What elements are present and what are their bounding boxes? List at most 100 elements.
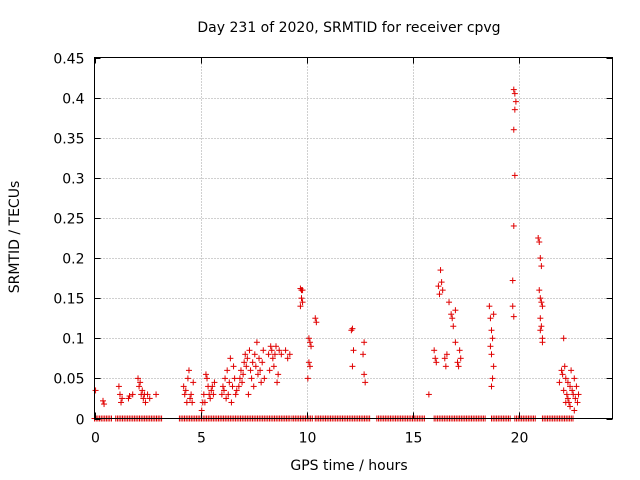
data-point: [486, 303, 493, 310]
x-tick-label: 10: [299, 431, 317, 447]
x-axis-label: GPS time / hours: [290, 458, 407, 474]
data-point: [559, 371, 566, 378]
data-point: [537, 295, 544, 302]
data-point: [454, 359, 461, 366]
data-point: [200, 391, 207, 398]
data-point: [284, 355, 291, 362]
data-point: [188, 391, 195, 398]
y-tick-label: 0.1: [62, 332, 84, 348]
x-tick-label: 0: [91, 431, 100, 447]
chart-title: Day 231 of 2020, SRMTID for receiver cpv…: [197, 20, 500, 36]
data-point: [180, 383, 187, 390]
data-point: [273, 343, 280, 350]
data-point: [510, 86, 517, 93]
data-point: [198, 407, 205, 414]
data-point: [265, 351, 272, 358]
data-point: [572, 395, 579, 402]
data-point: [254, 371, 261, 378]
data-point: [232, 391, 239, 398]
data-point: [211, 379, 218, 386]
data-point: [432, 355, 439, 362]
data-point: [142, 399, 149, 406]
data-point: [437, 267, 444, 274]
data-point: [305, 359, 312, 366]
data-point: [574, 399, 581, 406]
data-point: [201, 399, 208, 406]
data-point: [564, 395, 571, 402]
data-point: [488, 383, 495, 390]
data-point: [249, 359, 256, 366]
data-point: [436, 291, 443, 298]
data-point: [563, 391, 570, 398]
data-point: [225, 391, 232, 398]
data-point: [510, 313, 517, 320]
data-point: [116, 391, 123, 398]
data-point: [190, 379, 197, 386]
data-point: [236, 375, 243, 382]
data-point: [183, 399, 190, 406]
data-point: [511, 106, 518, 113]
data-point: [312, 315, 319, 322]
data-point: [308, 343, 315, 350]
data-point: [276, 347, 283, 354]
data-point: [511, 172, 518, 179]
data-point: [362, 379, 369, 386]
data-point: [185, 367, 192, 374]
data-point: [271, 351, 278, 358]
data-point: [567, 403, 574, 410]
data-point: [224, 367, 231, 374]
data-point: [227, 355, 234, 362]
data-point: [208, 387, 215, 394]
data-point: [181, 391, 188, 398]
data-point: [275, 371, 282, 378]
data-point: [560, 335, 567, 342]
data-point: [435, 283, 442, 290]
data-point: [487, 343, 494, 350]
data-point: [452, 339, 459, 346]
data-point: [452, 307, 459, 314]
data-point: [257, 367, 264, 374]
data-point: [202, 371, 209, 378]
data-point: [242, 351, 249, 358]
data-point: [251, 351, 258, 358]
y-tick-label: 0.05: [53, 372, 84, 388]
data-point: [425, 391, 432, 398]
data-point: [137, 379, 144, 386]
data-point: [439, 287, 446, 294]
data-point: [455, 363, 462, 370]
data-point: [538, 263, 545, 270]
y-tick-label: 0.15: [53, 292, 84, 308]
data-point: [92, 387, 99, 394]
data-point: [450, 323, 457, 330]
data-point: [187, 395, 194, 402]
data-point: [270, 363, 277, 370]
data-point: [539, 339, 546, 346]
data-point: [267, 343, 274, 350]
data-point: [538, 323, 545, 330]
data-point: [260, 347, 267, 354]
x-tick-label: 20: [511, 431, 529, 447]
data-point: [488, 327, 495, 334]
data-point: [442, 363, 449, 370]
data-point: [537, 255, 544, 262]
data-point: [571, 407, 578, 414]
data-point: [250, 383, 257, 390]
data-point: [536, 239, 543, 246]
data-point: [241, 359, 248, 366]
x-tick-label: 5: [197, 431, 206, 447]
data-point: [487, 315, 494, 322]
data-point: [456, 347, 463, 354]
data-point: [298, 295, 305, 302]
data-point: [226, 379, 233, 386]
data-point: [210, 391, 217, 398]
data-point: [222, 375, 229, 382]
data-point: [449, 315, 456, 322]
data-point: [299, 299, 306, 306]
data-point: [261, 375, 268, 382]
data-point: [448, 311, 455, 318]
data-point: [247, 367, 254, 374]
data-point: [248, 375, 255, 382]
data-point: [246, 347, 253, 354]
grid-lines: [94, 57, 613, 419]
